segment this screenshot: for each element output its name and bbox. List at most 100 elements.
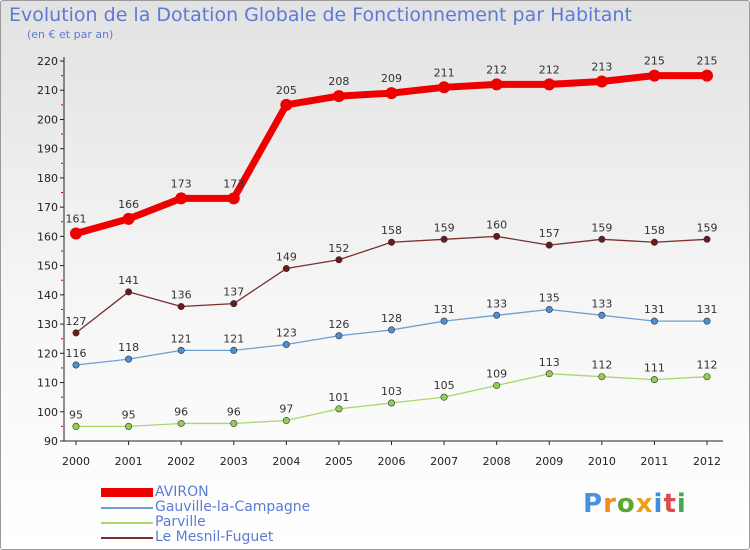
- data-label-aviron: 173: [223, 177, 244, 190]
- legend-swatch-gauville: [101, 507, 153, 509]
- data-point-le-mesnil-fuguet: [703, 235, 711, 243]
- data-label-parville: 109: [486, 367, 507, 380]
- data-point-parville: [125, 422, 133, 430]
- data-label-le-mesnil-fuguet: 137: [223, 286, 244, 299]
- data-label-aviron: 166: [118, 198, 139, 211]
- data-label-le-mesnil-fuguet: 159: [591, 221, 612, 234]
- data-label-le-mesnil-fuguet: 157: [539, 227, 560, 240]
- legend-swatch-mesnil: [101, 537, 153, 539]
- data-point-aviron: [385, 87, 398, 100]
- data-point-gauville-la-campagne: [440, 317, 448, 325]
- data-point-parville: [493, 381, 501, 389]
- data-point-aviron: [701, 69, 713, 82]
- legend-label-gauville: Gauville-la-Campagne: [155, 499, 311, 515]
- y-tick-label: 200: [37, 113, 58, 126]
- x-tick-label: 2004: [272, 455, 300, 468]
- data-label-le-mesnil-fuguet: 152: [328, 242, 349, 255]
- data-label-le-mesnil-fuguet: 160: [486, 218, 507, 231]
- data-label-gauville-la-campagne: 123: [276, 327, 297, 340]
- y-tick-label: 130: [37, 318, 58, 331]
- series-layer: [70, 69, 713, 430]
- logo-letter: x: [635, 489, 654, 519]
- data-label-aviron: 212: [486, 63, 507, 76]
- x-tick-label: 2010: [588, 455, 616, 468]
- data-point-le-mesnil-fuguet: [282, 265, 290, 273]
- data-label-parville: 97: [279, 403, 293, 416]
- data-label-parville: 96: [227, 405, 241, 418]
- data-point-parville: [598, 373, 606, 381]
- proxiti-logo: Proxiti: [583, 489, 687, 519]
- data-point-aviron: [70, 227, 82, 240]
- y-tick-label: 180: [37, 172, 58, 185]
- data-point-parville: [387, 399, 395, 407]
- data-label-le-mesnil-fuguet: 159: [434, 221, 455, 234]
- logo-letter: i: [676, 489, 687, 519]
- data-label-le-mesnil-fuguet: 149: [276, 251, 297, 264]
- data-label-aviron: 208: [328, 75, 349, 88]
- data-label-aviron: 205: [276, 84, 297, 97]
- data-label-gauville-la-campagne: 128: [381, 312, 402, 325]
- legend-label-parville: Parville: [155, 514, 206, 530]
- legend-label-aviron: AVIRON: [155, 484, 209, 500]
- data-label-aviron: 215: [644, 55, 665, 68]
- data-label-gauville-la-campagne: 131: [644, 303, 665, 316]
- axes: 90 100 110 120 130 140 150 160 170 180 190 200 210 22…: [37, 55, 723, 468]
- y-tick-label: 110: [37, 377, 58, 390]
- x-tick-label: 2008: [483, 455, 511, 468]
- series-line-aviron: [72, 72, 711, 237]
- x-tick-label: 2009: [535, 455, 563, 468]
- data-label-parville: 111: [644, 362, 665, 375]
- data-labels-layer: 127 141 136 137 149 152 158 159 160 157 159 158 159 9…: [66, 55, 718, 422]
- chart-subtitle: (en € et par an): [27, 28, 114, 41]
- data-label-gauville-la-campagne: 126: [328, 318, 349, 331]
- data-point-aviron: [332, 90, 345, 103]
- data-point-gauville-la-campagne: [650, 317, 658, 325]
- y-tick-label: 120: [37, 347, 58, 360]
- y-tick-label: 170: [37, 201, 58, 214]
- data-point-gauville-la-campagne: [177, 346, 185, 354]
- data-point-parville: [440, 393, 448, 401]
- y-tick-label: 220: [37, 55, 58, 68]
- data-point-parville: [72, 422, 80, 430]
- data-point-gauville-la-campagne: [72, 361, 80, 369]
- data-point-le-mesnil-fuguet: [230, 300, 238, 308]
- data-label-aviron: 213: [591, 60, 612, 73]
- data-label-parville: 101: [328, 391, 349, 404]
- legend-label-mesnil: Le Mesnil-Fuguet: [155, 529, 274, 545]
- data-point-aviron: [227, 192, 240, 205]
- x-tick-label: 2012: [693, 455, 721, 468]
- data-label-parville: 112: [697, 359, 718, 372]
- x-tick-label: 2006: [378, 455, 406, 468]
- data-point-aviron: [280, 98, 293, 111]
- data-label-aviron: 173: [171, 177, 192, 190]
- y-tick-label: 140: [37, 289, 58, 302]
- data-point-aviron: [595, 75, 608, 88]
- x-tick-label: 2002: [167, 455, 195, 468]
- data-point-le-mesnil-fuguet: [440, 235, 448, 243]
- y-tick-label: 190: [37, 143, 58, 156]
- logo-letter: t: [663, 489, 677, 519]
- logo-letter: r: [603, 489, 617, 519]
- data-label-aviron: 209: [381, 72, 402, 85]
- data-point-parville: [177, 419, 185, 427]
- data-point-gauville-la-campagne: [335, 332, 343, 340]
- data-point-aviron: [175, 192, 188, 205]
- data-label-gauville-la-campagne: 131: [434, 303, 455, 316]
- y-tick-label: 150: [37, 260, 58, 273]
- data-label-parville: 103: [381, 385, 402, 398]
- data-point-gauville-la-campagne: [125, 355, 133, 363]
- data-label-parville: 112: [591, 359, 612, 372]
- data-point-le-mesnil-fuguet: [335, 256, 343, 264]
- data-label-parville: 113: [539, 356, 560, 369]
- data-label-gauville-la-campagne: 131: [697, 303, 718, 316]
- y-tick-label: 160: [37, 230, 58, 243]
- data-point-le-mesnil-fuguet: [125, 288, 133, 296]
- data-label-gauville-la-campagne: 135: [539, 291, 560, 304]
- data-label-parville: 95: [122, 408, 136, 421]
- x-tick-label: 2000: [62, 455, 90, 468]
- data-point-le-mesnil-fuguet: [177, 303, 185, 311]
- data-label-gauville-la-campagne: 116: [66, 347, 87, 360]
- data-point-gauville-la-campagne: [230, 346, 238, 354]
- data-label-aviron: 161: [66, 212, 87, 225]
